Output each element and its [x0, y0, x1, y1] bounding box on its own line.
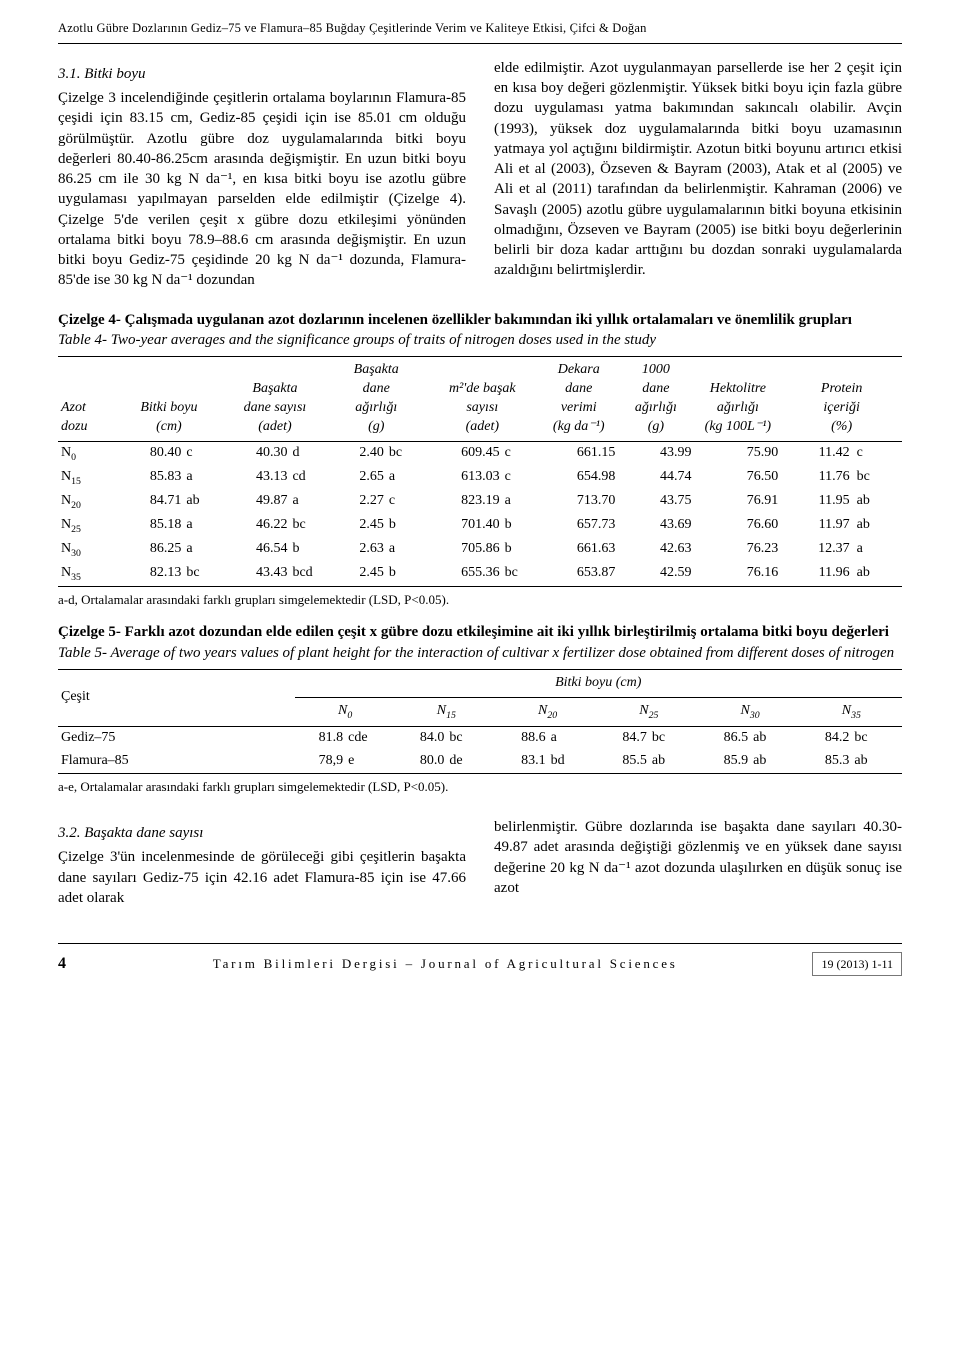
section-3-1-left-para: Çizelge 3 incelendiğinde çeşitlerin orta…: [58, 88, 466, 291]
t4-h-hl: Hektolitreağırlığı(kg 100L⁻¹): [694, 357, 781, 442]
table4-row: N3086.25a46.54b2.63a705.86b661.6342.6376…: [58, 538, 902, 562]
t5-h-cesit: Çeşit: [58, 669, 295, 726]
table4-row: N080.40c40.30d2.40bc609.45c661.1543.9975…: [58, 441, 902, 466]
section-3-1-right-para: elde edilmiştir. Azot uygulanmayan parse…: [494, 58, 902, 281]
table4-row: N3582.13bc43.43bcd2.45b655.36bc653.8742.…: [58, 562, 902, 587]
page-number: 4: [58, 953, 78, 975]
table5-row: Flamura–8578,9e80.0de83.1bd85.5ab85.9ab8…: [58, 750, 902, 773]
table4-row: N1585.83a43.13cd2.65a613.03c654.9844.747…: [58, 466, 902, 490]
t4-h-azot: Azotdozu: [58, 357, 116, 442]
table4-row: N2585.18a46.22bc2.45b701.40b657.7343.697…: [58, 514, 902, 538]
table4-footnote: a-d, Ortalamalar arasındaki farklı grupl…: [58, 591, 902, 609]
section-3-2-left-para: Çizelge 3'ün incelenmesinde de görüleceğ…: [58, 847, 466, 908]
lower-text-block: 3.2. Başakta dane sayısı Çizelge 3'ün in…: [58, 817, 902, 913]
table4-caption-tr: Çizelge 4- Çalışmada uygulanan azot dozl…: [58, 310, 902, 330]
t4-h-dv: Dekaradaneverimi(kg da⁻¹): [540, 357, 617, 442]
t5-dose-header: N30: [700, 697, 801, 726]
table5-footnote: a-e, Ortalamalar arasındaki farklı grupl…: [58, 778, 902, 796]
section-3-1-title: 3.1. Bitki boyu: [58, 64, 466, 84]
t4-h-m2: m²'de başaksayısı(adet): [424, 357, 540, 442]
t4-h-bda: Başaktadaneağırlığı(g): [328, 357, 424, 442]
table5: Çeşit Bitki boyu (cm) N0N15N20N25N30N35 …: [58, 669, 902, 774]
t5-h-bb: Bitki boyu (cm): [295, 669, 903, 697]
running-header: Azotlu Gübre Dozlarının Gediz–75 ve Flam…: [58, 20, 902, 44]
journal-title-footer: Tarım Bilimleri Dergisi – Journal of Agr…: [78, 955, 812, 973]
upper-text-block: 3.1. Bitki boyu Çizelge 3 incelendiğinde…: [58, 58, 902, 296]
t4-h-tw: 1000daneağırlığı(g): [617, 357, 694, 442]
volume-range-box: 19 (2013) 1-11: [812, 952, 902, 976]
t4-h-bds: Başaktadane sayısı(adet): [222, 357, 328, 442]
t5-dose-header: N20: [497, 697, 598, 726]
table4-caption-en: Table 4- Two-year averages and the signi…: [58, 330, 902, 350]
table5-row: Gediz–7581.8cde84.0bc88.6a84.7bc86.5ab84…: [58, 726, 902, 749]
table4-row: N2084.71ab49.87a2.27c823.19a713.7043.757…: [58, 490, 902, 514]
section-3-2-title: 3.2. Başakta dane sayısı: [58, 823, 466, 843]
t4-h-bb: Bitki boyu(cm): [116, 357, 222, 442]
table4-caption: Çizelge 4- Çalışmada uygulanan azot dozl…: [58, 310, 902, 351]
table5-caption-tr: Çizelge 5- Farklı azot dozundan elde edi…: [58, 622, 902, 642]
t5-dose-header: N35: [801, 697, 902, 726]
t5-dose-header: N15: [396, 697, 497, 726]
table5-caption-en: Table 5- Average of two years values of …: [58, 643, 902, 663]
t5-dose-header: N25: [598, 697, 699, 726]
table4: Azotdozu Bitki boyu(cm) Başaktadane sayı…: [58, 356, 902, 587]
t5-dose-header: N0: [295, 697, 396, 726]
page-footer: 4 Tarım Bilimleri Dergisi – Journal of A…: [58, 943, 902, 976]
t4-h-pi: Proteiniçeriği(%): [781, 357, 902, 442]
section-3-2-right-para: belirlenmiştir. Gübre dozlarında ise baş…: [494, 817, 902, 898]
table5-caption: Çizelge 5- Farklı azot dozundan elde edi…: [58, 622, 902, 663]
